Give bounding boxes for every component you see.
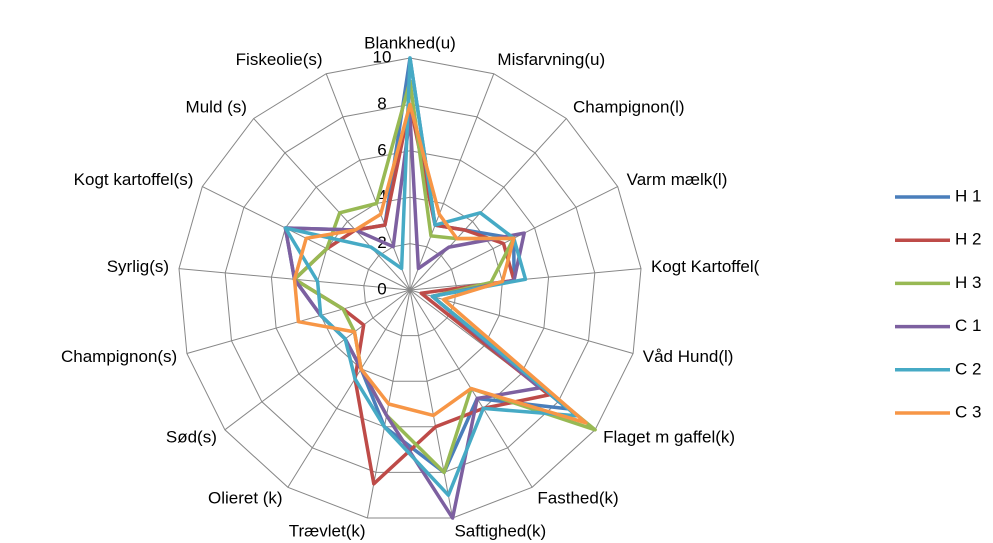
category-label: Kogt Kartoffel( bbox=[651, 257, 760, 276]
category-label: Fasthed(k) bbox=[537, 489, 618, 508]
category-label: Misfarvning(u) bbox=[497, 50, 605, 69]
legend-label: C 1 bbox=[955, 316, 981, 335]
grid-ring bbox=[363, 243, 457, 337]
tick-label: 0 bbox=[377, 279, 386, 298]
tick-label: 6 bbox=[377, 140, 386, 159]
category-label: Blankhed(u) bbox=[364, 33, 456, 52]
axis-spoke bbox=[325, 73, 411, 291]
category-label: Sød(s) bbox=[166, 428, 217, 447]
axis-spoke bbox=[409, 289, 454, 519]
series-line bbox=[292, 102, 551, 486]
legend-label: C 3 bbox=[955, 402, 981, 421]
category-label: Champignon(s) bbox=[61, 347, 177, 366]
legend-label: H 3 bbox=[955, 273, 981, 292]
category-label: Flaget m gaffel(k) bbox=[603, 428, 735, 447]
axis-spoke bbox=[253, 118, 411, 291]
axis-spoke bbox=[409, 73, 495, 291]
legend-label: H 2 bbox=[955, 230, 981, 249]
grid-ring bbox=[224, 103, 596, 473]
category-label: Olieret (k) bbox=[208, 489, 283, 508]
category-label: Fiskeolie(s) bbox=[236, 50, 323, 69]
series-line bbox=[283, 56, 579, 497]
tick-label: 10 bbox=[373, 47, 392, 66]
category-label: Syrlig(s) bbox=[107, 257, 169, 276]
grid-ring bbox=[178, 57, 642, 519]
category-label: Champignon(l) bbox=[573, 98, 685, 117]
legend-label: C 2 bbox=[955, 359, 981, 378]
category-label: Muld (s) bbox=[186, 98, 247, 117]
axis-spoke bbox=[224, 289, 411, 431]
axis-spoke bbox=[287, 289, 411, 488]
category-label: Kogt kartoffel(s) bbox=[74, 170, 194, 189]
tick-label: 4 bbox=[377, 187, 386, 206]
category-label: Varm mælk(l) bbox=[627, 170, 728, 189]
series-line bbox=[292, 102, 588, 425]
grid-ring bbox=[270, 150, 550, 428]
category-label: Våd Hund(l) bbox=[643, 347, 734, 366]
axis-spoke bbox=[409, 118, 567, 291]
category-label: Trævlet(k) bbox=[289, 521, 366, 540]
category-label: Saftighed(k) bbox=[454, 521, 546, 540]
tick-label: 8 bbox=[377, 94, 386, 113]
legend-label: H 1 bbox=[955, 186, 981, 205]
